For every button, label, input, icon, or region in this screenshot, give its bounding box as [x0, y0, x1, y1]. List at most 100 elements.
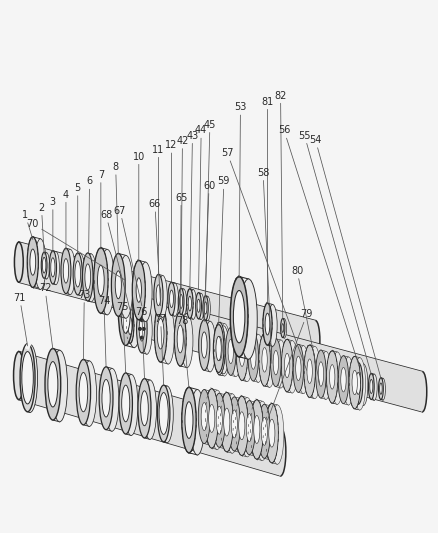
Circle shape — [138, 328, 141, 330]
Ellipse shape — [127, 281, 141, 348]
Text: 11: 11 — [152, 144, 164, 275]
Ellipse shape — [230, 277, 247, 357]
Ellipse shape — [203, 391, 215, 445]
Ellipse shape — [270, 405, 283, 464]
Ellipse shape — [121, 292, 130, 333]
Ellipse shape — [119, 373, 132, 434]
Ellipse shape — [236, 328, 247, 381]
Ellipse shape — [157, 385, 170, 442]
Ellipse shape — [128, 317, 132, 335]
Ellipse shape — [180, 313, 193, 368]
Ellipse shape — [340, 367, 345, 392]
Text: 7: 7 — [98, 170, 104, 249]
Polygon shape — [19, 352, 280, 476]
Ellipse shape — [261, 417, 267, 445]
Text: 44: 44 — [194, 125, 207, 289]
Text: 6: 6 — [86, 176, 92, 253]
Ellipse shape — [100, 249, 114, 315]
Ellipse shape — [213, 393, 225, 447]
Ellipse shape — [248, 402, 260, 456]
Ellipse shape — [48, 361, 58, 407]
Text: 45: 45 — [203, 120, 215, 296]
Ellipse shape — [14, 352, 24, 400]
Ellipse shape — [261, 348, 267, 372]
Text: 42: 42 — [176, 136, 188, 289]
Ellipse shape — [174, 312, 186, 366]
Ellipse shape — [14, 242, 23, 282]
Ellipse shape — [82, 361, 96, 426]
Text: 53: 53 — [234, 102, 246, 277]
Ellipse shape — [74, 261, 81, 287]
Ellipse shape — [158, 276, 167, 317]
Circle shape — [142, 328, 145, 330]
Ellipse shape — [239, 342, 244, 366]
Ellipse shape — [45, 349, 60, 420]
Text: 80: 80 — [290, 266, 319, 384]
Ellipse shape — [275, 340, 286, 388]
Ellipse shape — [253, 334, 263, 382]
Ellipse shape — [201, 332, 207, 358]
Ellipse shape — [284, 353, 289, 378]
Text: 74: 74 — [98, 295, 110, 367]
Circle shape — [140, 319, 143, 321]
Ellipse shape — [293, 344, 303, 392]
Ellipse shape — [198, 320, 209, 370]
Ellipse shape — [378, 378, 382, 400]
Ellipse shape — [353, 358, 365, 410]
Text: 81: 81 — [261, 96, 273, 304]
Ellipse shape — [51, 258, 55, 277]
Ellipse shape — [320, 351, 331, 399]
Ellipse shape — [247, 333, 258, 381]
Ellipse shape — [228, 397, 240, 451]
Ellipse shape — [231, 410, 237, 438]
Ellipse shape — [208, 405, 214, 432]
Polygon shape — [125, 292, 421, 412]
Ellipse shape — [265, 403, 278, 463]
Ellipse shape — [202, 296, 208, 320]
Ellipse shape — [65, 249, 75, 295]
Ellipse shape — [230, 329, 240, 377]
Text: 56: 56 — [277, 125, 357, 364]
Text: 82: 82 — [274, 91, 286, 319]
Ellipse shape — [52, 350, 67, 422]
Ellipse shape — [218, 394, 230, 449]
Ellipse shape — [380, 378, 385, 400]
Ellipse shape — [205, 296, 210, 321]
Ellipse shape — [197, 299, 200, 312]
Ellipse shape — [243, 401, 254, 455]
Ellipse shape — [190, 390, 204, 455]
Ellipse shape — [44, 253, 49, 279]
Circle shape — [140, 336, 143, 339]
Text: 60: 60 — [202, 181, 215, 321]
Ellipse shape — [353, 362, 362, 405]
Ellipse shape — [42, 257, 46, 273]
Text: 55: 55 — [298, 131, 371, 375]
Text: 5: 5 — [74, 183, 81, 254]
Ellipse shape — [138, 378, 151, 438]
Ellipse shape — [343, 357, 353, 405]
Ellipse shape — [153, 274, 162, 316]
Text: 68: 68 — [100, 210, 130, 310]
Text: 67: 67 — [113, 206, 141, 306]
Ellipse shape — [223, 408, 230, 436]
Ellipse shape — [281, 324, 283, 333]
Ellipse shape — [311, 320, 319, 361]
Ellipse shape — [160, 386, 173, 443]
Ellipse shape — [167, 282, 175, 316]
Ellipse shape — [79, 373, 88, 412]
Ellipse shape — [179, 294, 182, 309]
Ellipse shape — [169, 290, 173, 308]
Ellipse shape — [105, 368, 119, 431]
Ellipse shape — [82, 253, 93, 301]
Text: 4: 4 — [63, 190, 69, 250]
Ellipse shape — [86, 254, 96, 302]
Ellipse shape — [23, 344, 38, 413]
Ellipse shape — [265, 313, 269, 335]
Ellipse shape — [61, 248, 71, 294]
Ellipse shape — [141, 306, 152, 354]
Text: 54: 54 — [309, 135, 380, 378]
Ellipse shape — [205, 389, 218, 448]
Ellipse shape — [318, 362, 323, 386]
Text: 76: 76 — [135, 308, 148, 378]
Ellipse shape — [195, 293, 201, 319]
